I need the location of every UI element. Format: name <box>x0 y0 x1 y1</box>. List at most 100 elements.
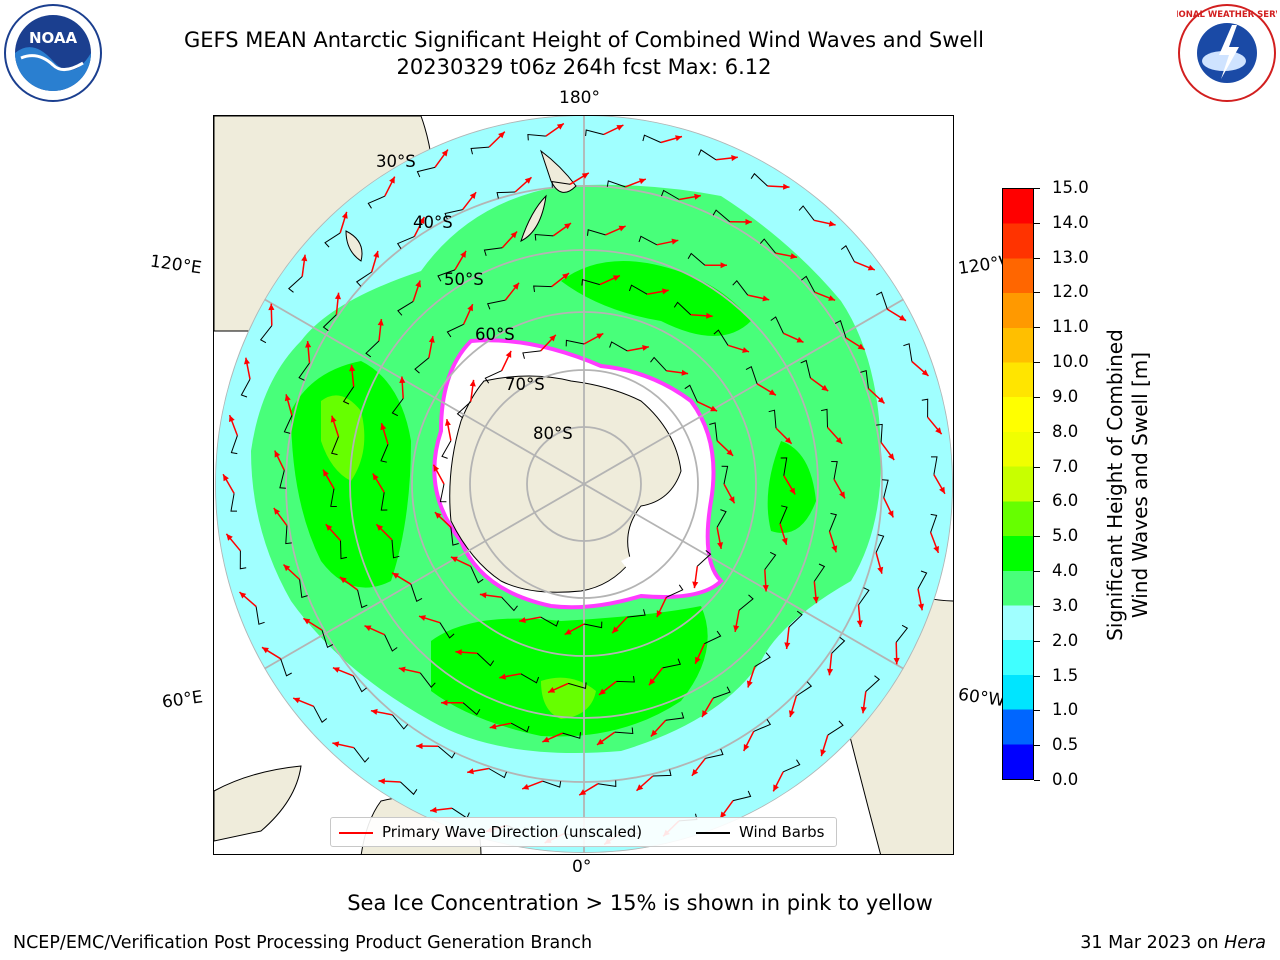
wave-arrow-head <box>399 376 406 383</box>
wave-arrow-head <box>720 811 727 819</box>
colorbar-tick-label: 12.0 <box>1052 282 1089 302</box>
wave-arrow-head <box>441 149 448 157</box>
wave-arrow-head <box>542 736 550 743</box>
polar-map <box>214 116 953 854</box>
colorbar-tick-label: 11.0 <box>1052 317 1089 337</box>
wave-arrow-head <box>856 620 863 627</box>
wind-barb <box>732 790 752 802</box>
wave-arrow-head <box>835 437 843 444</box>
colorbar-tick-label: 15.0 <box>1052 178 1089 197</box>
wind-barb <box>437 269 456 282</box>
wind-barb <box>391 539 400 559</box>
wind-barb <box>533 285 552 292</box>
wind-barb <box>501 596 518 612</box>
wind-barb <box>750 172 768 187</box>
wave-arrow-head <box>364 625 372 632</box>
wave-arrow-head <box>692 581 699 589</box>
wave-arrow-head <box>675 135 682 142</box>
colorbar-tick-label: 6.0 <box>1052 491 1079 511</box>
wave-arrow-head <box>812 596 819 604</box>
wind-barb <box>313 706 328 723</box>
wave-arrow-head <box>781 537 788 545</box>
wave-arrow-head <box>455 649 462 656</box>
wave-arrow-head <box>702 710 708 718</box>
lat-label: 70°S <box>505 375 545 394</box>
wind-barb <box>759 238 776 254</box>
wind-barb <box>698 149 717 161</box>
wave-arrow-head <box>522 783 530 790</box>
wave-arrow-head <box>773 784 779 792</box>
wind-barb <box>709 422 718 441</box>
wave-arrow-head <box>618 225 626 232</box>
wave-arrow-head <box>499 673 506 680</box>
wind-barb <box>414 357 430 374</box>
wind-barb <box>606 180 626 188</box>
wave-arrow-head <box>612 626 619 634</box>
wave-arrow-head <box>789 487 796 495</box>
wind-barb <box>831 461 838 480</box>
colorbar-tick-label: 2.0 <box>1052 630 1079 650</box>
wind-barb <box>930 513 938 533</box>
colorbar-tick-label: 8.0 <box>1052 421 1079 441</box>
wind-barb <box>721 465 729 485</box>
colorbar-tick-label: 1.5 <box>1052 665 1079 685</box>
wave-arrow-head <box>377 319 384 326</box>
wind-barb <box>470 146 490 155</box>
wind-barb <box>753 719 772 732</box>
wind-barb <box>875 534 885 553</box>
wave-arrow-head <box>398 666 406 673</box>
wind-barb <box>860 369 869 389</box>
wave-arrow-head <box>820 749 827 757</box>
wind-barb <box>496 191 516 199</box>
wind-barb <box>396 236 415 249</box>
wind-barb <box>931 456 938 475</box>
wind-barb <box>439 622 455 639</box>
wind-barb <box>713 329 729 346</box>
wind-barb <box>392 714 409 730</box>
colorbar-tick-label: 14.0 <box>1052 212 1089 232</box>
wave-arrow-head <box>731 155 738 162</box>
colorbar-tick-mark <box>1034 362 1040 364</box>
wind-barb <box>380 444 389 463</box>
wind-barb <box>355 271 372 287</box>
wave-arrow-head <box>460 250 466 258</box>
wind-barb <box>397 300 414 316</box>
wave-arrow-head <box>334 292 341 300</box>
wind-barb <box>330 488 337 507</box>
wave-arrow-head <box>510 231 518 239</box>
lon-label-180: 180° <box>559 88 600 108</box>
colorbar-tick-mark <box>1034 257 1040 259</box>
date-line: 31 Mar 2023 on Hera <box>1080 933 1266 953</box>
wind-barb <box>821 408 828 428</box>
wind-barb <box>788 610 803 628</box>
legend-wave-swatch <box>339 832 373 834</box>
wave-arrow-head <box>434 512 442 519</box>
wind-barb <box>365 340 380 358</box>
wind-barb <box>882 479 889 498</box>
sea-ice-note: Sea Ice Concentration > 15% is shown in … <box>347 891 933 915</box>
wave-arrow-head <box>469 192 477 199</box>
credit-line: NCEP/EMC/Verification Post Processing Pr… <box>13 933 593 953</box>
wave-arrow-head <box>262 647 269 654</box>
wind-barb <box>779 505 788 524</box>
colorbar-tick-mark <box>1034 188 1040 189</box>
wind-barb <box>614 727 634 735</box>
wave-arrow-head <box>656 610 663 618</box>
wave-arrow-head <box>332 667 340 673</box>
wave-arrow-head <box>229 415 235 422</box>
wave-arrow-head <box>783 183 790 190</box>
wind-barb <box>410 584 423 603</box>
wave-arrow-head <box>376 524 384 531</box>
wind-barb <box>568 682 587 689</box>
wind-barb <box>299 579 308 599</box>
wave-arrow-head <box>827 668 834 676</box>
wind-barb <box>342 386 355 405</box>
wind-barb <box>754 652 771 668</box>
wind-barb <box>324 232 341 248</box>
wave-arrow-head <box>226 533 233 541</box>
wave-arrow-head <box>597 738 604 745</box>
wind-barb <box>384 634 398 652</box>
wind-barb <box>628 284 648 295</box>
wind-barb <box>661 189 680 200</box>
wave-arrow-head <box>223 474 229 482</box>
